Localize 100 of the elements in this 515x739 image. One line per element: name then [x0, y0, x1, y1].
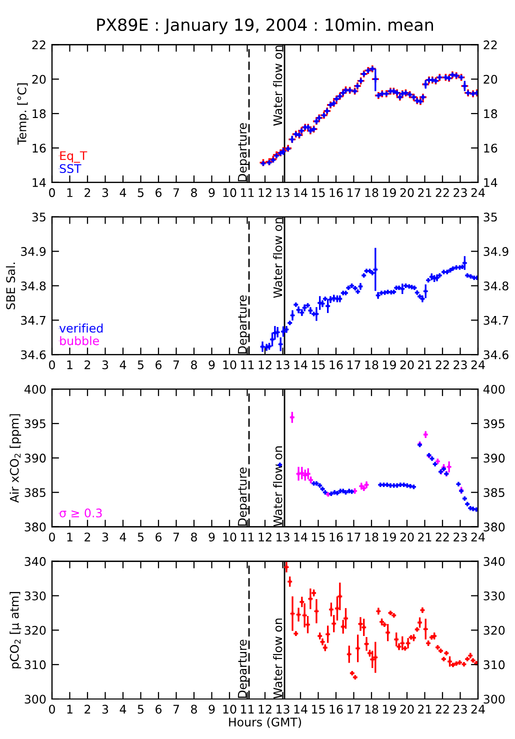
x-tick-label: 7	[173, 188, 179, 197]
x-tick-label: 2	[84, 532, 90, 542]
y2-tick-label: 300	[484, 694, 505, 704]
x-tick-label: 14	[294, 188, 308, 197]
y-tick-label: 380	[24, 522, 46, 532]
ref-line-label: Departure	[238, 468, 250, 526]
x-tick-label: 12	[258, 360, 272, 370]
y-tick-label: 400	[24, 384, 46, 394]
x-tick-label: 6	[156, 532, 162, 542]
x-tick-label: 12	[258, 532, 272, 542]
x-tick-label: 9	[208, 532, 215, 542]
x-tick-label: 19	[383, 360, 396, 370]
x-tick-label: 16	[330, 360, 343, 370]
y2-tick-label: 16	[484, 144, 498, 153]
y-tick-label: 395	[24, 419, 46, 428]
x-tick-label: 21	[418, 532, 432, 542]
y2-tick-label: 380	[484, 522, 505, 532]
x-tick-label: 0	[49, 188, 55, 198]
x-tick-label: 8	[191, 188, 197, 198]
x-tick-label: 18	[365, 704, 378, 714]
ref-line-label: Water flow on	[273, 218, 282, 298]
x-tick-label: 1	[67, 360, 72, 370]
x-tick-label: 12	[258, 188, 272, 197]
x-tick-label: 21	[418, 188, 432, 197]
x-tick-label: 22	[436, 532, 449, 542]
x-tick-label: 3	[102, 360, 108, 370]
x-tick-label: 22	[436, 704, 449, 714]
x-tick-label: 1	[67, 532, 72, 542]
x-tick-label: 14	[294, 532, 308, 542]
legend-label: SST	[60, 164, 82, 174]
x-tick-label: 4	[120, 704, 126, 714]
x-tick-label: 21	[418, 360, 432, 370]
x-tick-label: 19	[383, 532, 396, 542]
y-tick-label: 390	[24, 454, 46, 463]
y-tick-label: 34.7	[21, 316, 46, 325]
y2-tick-label: 34.8	[484, 281, 508, 290]
x-tick-label: 15	[312, 704, 325, 714]
x-tick-label: 5	[138, 704, 144, 714]
ref-line-label: Water flow on	[273, 46, 282, 126]
x-tick-label: 22	[436, 360, 449, 370]
y2-tick-label: 320	[484, 626, 505, 635]
y2-tick-label: 18	[484, 109, 498, 118]
x-tick-label: 23	[454, 532, 467, 542]
x-tick-label: 17	[348, 532, 360, 542]
x-tick-label: 21	[418, 704, 432, 714]
y-tick-label: 14	[32, 178, 46, 187]
x-tick-label: 18	[365, 188, 378, 198]
x-axis-title: Hours (GMT)	[229, 717, 302, 728]
x-tick-label: 1	[67, 188, 72, 197]
ref-line-label: Water flow on	[273, 618, 282, 699]
x-tick-label: 16	[330, 188, 343, 198]
x-tick-label: 3	[102, 532, 108, 542]
x-tick-label: 4	[120, 532, 126, 542]
x-tick-label: 16	[330, 532, 343, 542]
y2-tick-label: 22	[484, 40, 497, 50]
y2-tick-label: 34.9	[484, 247, 508, 256]
x-tick-label: 19	[383, 704, 396, 714]
x-tick-label: 18	[365, 360, 378, 370]
x-tick-label: 10	[223, 704, 236, 714]
y-tick-label: 330	[24, 591, 46, 600]
x-tick-label: 24	[471, 704, 485, 714]
x-tick-label: 15	[312, 532, 325, 542]
y-axis-title: pCO$_{2}$ [μ atm]	[10, 592, 22, 668]
x-tick-label: 5	[138, 532, 144, 542]
y2-tick-label: 34.7	[484, 316, 508, 325]
x-tick-label: 9	[208, 188, 215, 198]
y2-tick-label: 14	[484, 178, 498, 187]
x-tick-label: 6	[156, 360, 162, 370]
x-tick-label: 22	[436, 188, 449, 197]
x-tick-label: 5	[138, 188, 144, 198]
ref-line-label: Departure	[238, 295, 250, 354]
chart-title: PX89E : January 19, 2004 : 10min. mean	[97, 18, 434, 34]
x-tick-label: 9	[208, 360, 215, 370]
x-tick-label: 15	[312, 188, 325, 198]
x-tick-label: 13	[276, 360, 290, 370]
x-tick-label: 11	[241, 360, 254, 370]
y-tick-label: 20	[32, 74, 46, 84]
x-tick-label: 18	[365, 532, 378, 542]
y2-tick-label: 340	[484, 557, 505, 566]
x-tick-label: 11	[241, 532, 254, 542]
x-tick-label: 17	[348, 360, 360, 370]
y2-tick-label: 400	[483, 384, 505, 394]
y-tick-label: 34.6	[21, 350, 46, 360]
y-tick-label: 18	[32, 109, 46, 118]
x-tick-label: 8	[191, 532, 197, 542]
x-tick-label: 24	[471, 532, 485, 542]
y-tick-label: 35	[32, 212, 46, 222]
x-tick-label: 8	[191, 704, 197, 714]
x-tick-label: 2	[84, 704, 90, 714]
x-tick-label: 17	[348, 188, 360, 197]
x-tick-label: 9	[208, 704, 215, 714]
x-tick-label: 24	[471, 360, 485, 370]
x-tick-label: 20	[400, 360, 414, 370]
y-tick-label: 22	[32, 40, 46, 50]
x-tick-label: 14	[294, 360, 308, 370]
ref-line-label: Departure	[238, 123, 250, 182]
y2-tick-label: 35	[484, 212, 497, 222]
ref-line-label: Departure	[238, 640, 250, 698]
ref-line-label: Water flow on	[273, 446, 282, 526]
y-axis-title: SBE Sal.	[6, 262, 16, 310]
